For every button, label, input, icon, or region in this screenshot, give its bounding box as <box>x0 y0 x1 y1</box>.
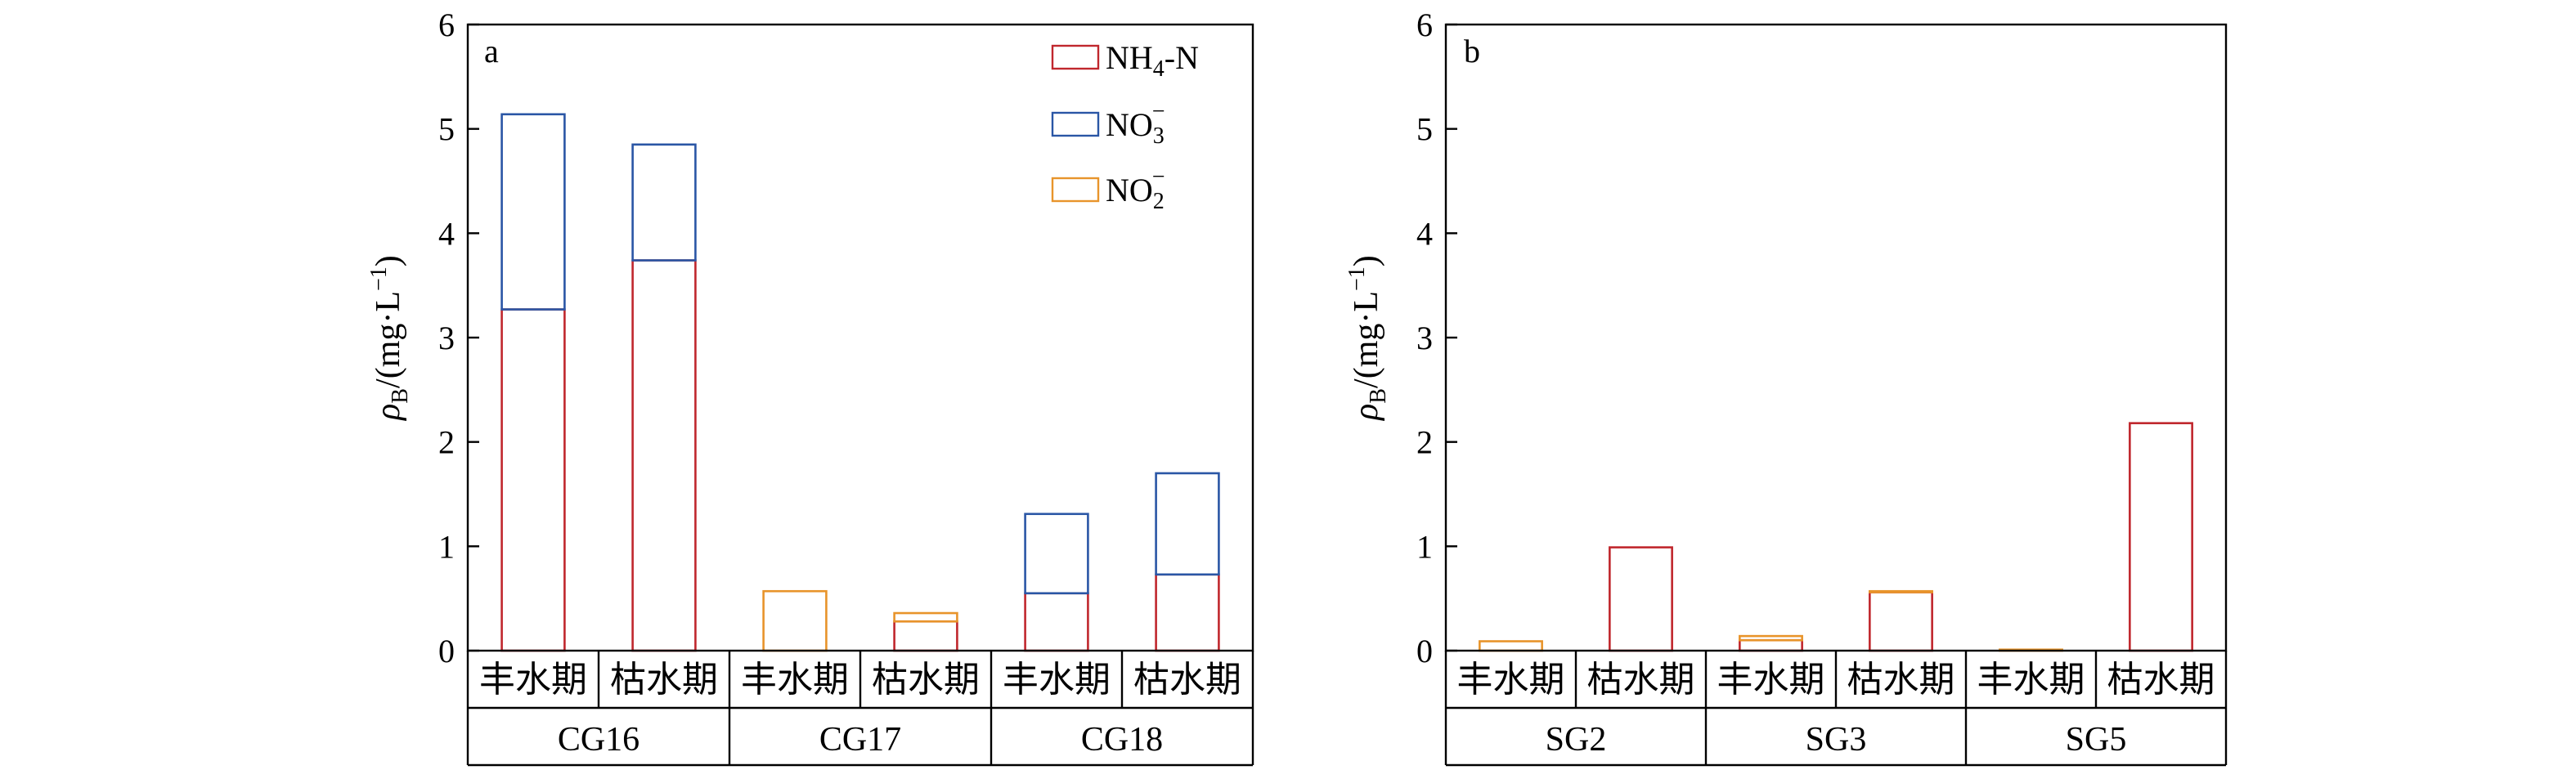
x-category-label: 枯水期 <box>872 660 980 700</box>
bar-nh4n-5 <box>1155 573 1220 652</box>
legend-label-no2: NO2− <box>1106 164 1165 214</box>
y-tick-label: 1 <box>1416 528 1433 565</box>
y-tick-label: 2 <box>438 424 455 461</box>
bar-nh4n-1 <box>631 259 697 652</box>
legend-item-nh4: NH4-N <box>1051 39 1199 82</box>
bar-nh4n-0 <box>500 308 566 652</box>
y-label-sub: B <box>388 388 413 404</box>
y-tick-label: 0 <box>1416 633 1433 669</box>
x-category-label: 丰水期 <box>741 660 849 700</box>
bar-no3-0 <box>500 113 566 311</box>
x-group-label: CG16 <box>558 721 640 759</box>
legend-swatch-nh4 <box>1051 44 1100 70</box>
x-category-label: 丰水期 <box>1717 660 1825 700</box>
x-group-label: CG18 <box>1081 721 1163 759</box>
y-label-unit: /(mg·L <box>370 291 407 388</box>
y-tick-label: 5 <box>438 111 455 148</box>
y-tick-label: 4 <box>1416 215 1433 252</box>
x-category-label: 枯水期 <box>1133 660 1241 700</box>
y-label-rho-b: ρ <box>1348 404 1385 422</box>
x-group-label: SG2 <box>1546 721 1607 759</box>
x-category-label: 丰水期 <box>479 660 587 700</box>
legend-swatch-no3 <box>1051 111 1100 137</box>
y-axis-label-a: ρB/(mg·L−1) <box>366 255 413 422</box>
legend-item-no3: NO3− <box>1051 99 1165 149</box>
x-group-label: SG3 <box>1806 721 1867 759</box>
bar-nh4n-1 <box>1609 546 1673 652</box>
bar-nh4n-5 <box>2129 422 2193 652</box>
bar-no2-2 <box>762 589 828 652</box>
bar-no3-4 <box>1024 513 1089 595</box>
y-axis-label-b: ρB/(mg·L−1) <box>1344 255 1391 422</box>
y-label-unit-sup: −1 <box>366 266 392 291</box>
x-category-label: 枯水期 <box>1587 660 1695 700</box>
x-category-label: 枯水期 <box>610 660 718 700</box>
bar-nh4n-3 <box>1869 591 1933 652</box>
x-category-label: 枯水期 <box>1847 660 1955 700</box>
bar-no2-3 <box>893 611 958 623</box>
bar-no2-0 <box>1479 640 1543 652</box>
y-tick-label: 0 <box>438 633 455 669</box>
legend-label-nh4: NH4-N <box>1106 39 1199 82</box>
x-category-label: 丰水期 <box>1457 660 1565 700</box>
x-group-label: SG5 <box>2066 721 2127 759</box>
panel-label-a: a <box>484 33 499 69</box>
x-category-label: 丰水期 <box>1003 660 1111 700</box>
x-category-label: 丰水期 <box>1977 660 2085 700</box>
bar-no3-1 <box>631 143 697 262</box>
bar-no2-2 <box>1739 634 1803 642</box>
y-tick-label: 3 <box>1416 320 1433 356</box>
bar-nh4n-2 <box>1739 638 1803 652</box>
x-category-label: 枯水期 <box>2107 660 2215 700</box>
bar-nh4n-4 <box>1024 592 1089 652</box>
legend: NH4-N NO3− NO2− <box>1051 39 1199 214</box>
y-tick-label: 1 <box>438 528 455 565</box>
y-tick-label: 6 <box>1416 7 1433 43</box>
y-tick-label: 4 <box>438 215 455 252</box>
y-label-unit-b: /(mg·L <box>1348 291 1385 388</box>
y-tick-label: 2 <box>1416 424 1433 461</box>
plot-frame-b <box>1444 23 2228 652</box>
y-tick-label: 5 <box>1416 111 1433 148</box>
bar-no3-5 <box>1155 472 1220 576</box>
y-ticks-b: 0 1 2 3 4 5 6 <box>1416 7 1457 669</box>
y-label-rho: ρ <box>370 404 407 422</box>
y-ticks-a: 0 1 2 3 4 5 6 <box>438 7 479 669</box>
legend-item-no2: NO2− <box>1051 164 1165 214</box>
bar-no2-3 <box>1869 589 1933 593</box>
bars-group-b <box>1479 422 2193 652</box>
y-label-sub-b: B <box>1366 388 1391 404</box>
y-tick-label: 3 <box>438 320 455 356</box>
y-label-close: ) <box>370 255 407 266</box>
y-label-close-b: ) <box>1348 255 1385 266</box>
y-tick-label: 6 <box>438 7 455 43</box>
legend-swatch-no2 <box>1051 177 1100 203</box>
panel-label-b: b <box>1464 33 1480 69</box>
y-label-unit-sup-b: −1 <box>1344 266 1370 291</box>
legend-label-no3: NO3− <box>1106 99 1165 149</box>
bar-nh4n-3 <box>893 620 958 652</box>
x-group-label: CG17 <box>819 721 901 759</box>
